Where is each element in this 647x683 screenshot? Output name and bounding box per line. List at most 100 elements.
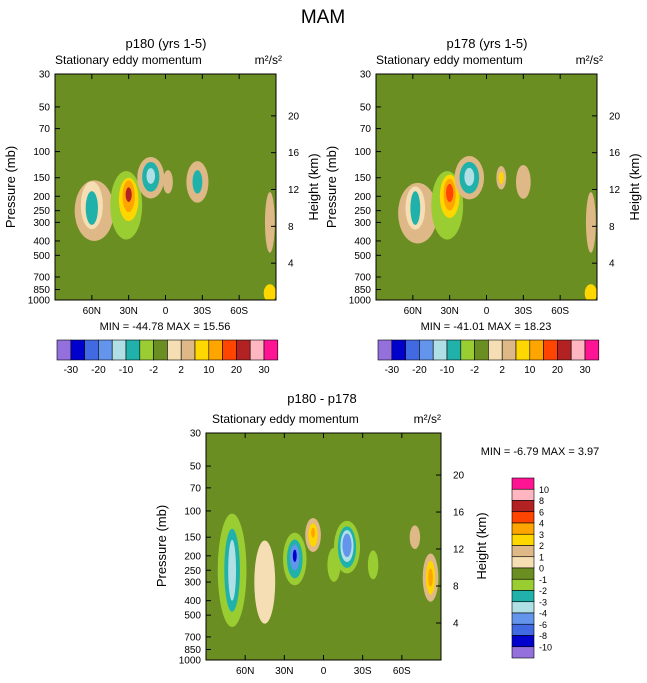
colorbar-swatch [511, 533, 535, 546]
contour-region [264, 192, 275, 253]
colorbar-label: -2 [539, 586, 547, 596]
min-max-text: MIN = -44.78 MAX = 15.56 [100, 321, 231, 333]
x-tick-label: 30S [514, 306, 532, 317]
x-tick-label: 30S [354, 666, 372, 677]
panel-subtitle: Stationary eddy momentum [55, 53, 202, 67]
x-tick-label: 30S [193, 306, 211, 317]
colorbar-swatch [98, 339, 113, 361]
colorbar-label: 20 [552, 365, 564, 376]
contour-field [206, 433, 441, 660]
y-tick-label: 30 [39, 70, 51, 81]
colorbar-swatch [570, 339, 586, 361]
x-tick-label: 30N [440, 306, 458, 317]
height-axis-label: Height (km) [474, 512, 489, 579]
colorbar: -30 -20 -10 -2 2 10 20 30 [377, 339, 600, 376]
contour-region [584, 284, 597, 300]
y-tick-label: 300 [184, 578, 201, 589]
y-tick-label: 500 [354, 251, 371, 262]
colorbar-swatch [194, 339, 210, 361]
colorbar-label: -20 [412, 365, 427, 376]
colorbar-swatch [125, 339, 141, 361]
colorbar-swatch [419, 339, 434, 361]
y-tick-label: 500 [184, 611, 201, 622]
colorbar-swatch [511, 623, 535, 636]
colorbar-label: -3 [539, 597, 547, 607]
colorbar-swatch [432, 339, 448, 361]
x-tick-label: 30N [275, 666, 293, 677]
y-tick-label: 400 [184, 596, 201, 607]
units-label: m²/s² [414, 412, 441, 426]
y-tick-label: 30 [360, 70, 372, 81]
contour-region [85, 191, 98, 225]
y-tick-label: 850 [33, 285, 50, 296]
colorbar-swatch [446, 339, 462, 361]
colorbar-swatch [377, 339, 393, 361]
colorbar-swatch [511, 545, 535, 558]
colorbar-label: -20 [91, 365, 106, 376]
colorbar-swatch [153, 339, 168, 361]
colorbar-label: 10 [539, 485, 549, 495]
y-tick-label: 50 [39, 102, 51, 113]
panel-p178: p178 (yrs 1-5) Stationary eddy momentum … [324, 36, 642, 376]
y-tick-label: 100 [33, 147, 50, 158]
colorbar-swatch [501, 339, 517, 361]
height-tick-label: 4 [609, 259, 615, 270]
height-tick-label: 12 [288, 185, 300, 196]
y-tick-label: 150 [184, 533, 201, 544]
height-tick-label: 8 [288, 222, 294, 233]
contour-region [125, 187, 132, 202]
colorbar-swatch [511, 578, 535, 591]
colorbar-swatch [511, 500, 535, 513]
colorbar-swatch [180, 339, 196, 361]
y-tick-label: 250 [354, 206, 371, 217]
colorbar-swatch [515, 339, 531, 361]
colorbar-label: 30 [258, 365, 270, 376]
contour-region [263, 284, 276, 300]
y-tick-label: 850 [354, 285, 371, 296]
x-tick-label: 60S [551, 306, 569, 317]
colorbar-swatch [543, 339, 558, 361]
colorbar-label: 20 [231, 365, 243, 376]
colorbar-swatch [263, 339, 279, 361]
colorbar-label: 30 [579, 365, 591, 376]
colorbar-swatch [70, 339, 85, 361]
height-tick-label: 16 [288, 148, 300, 159]
contour-region [428, 568, 433, 587]
colorbar-label: -4 [539, 609, 547, 619]
colorbar-swatch [511, 488, 535, 501]
y-tick-label: 1000 [28, 296, 51, 307]
panel-p180: p180 (yrs 1-5) Stationary eddy momentum … [3, 36, 321, 376]
height-tick-label: 8 [609, 222, 615, 233]
y-tick-label: 150 [33, 173, 50, 184]
contour-region [228, 539, 237, 601]
y-tick-label: 500 [33, 251, 50, 262]
y-axis-label: Pressure (mb) [324, 146, 339, 228]
colorbar-swatch [511, 635, 535, 648]
contour-region [367, 550, 379, 580]
colorbar-label: -8 [539, 631, 547, 641]
panel-title: p180 - p178 [287, 391, 356, 406]
contour-field [55, 74, 276, 300]
contour-region [445, 183, 454, 202]
colorbar: -30 -20 -10 -2 2 10 20 30 [56, 339, 279, 376]
x-tick-label: 60S [393, 666, 411, 677]
y-tick-label: 700 [33, 273, 50, 284]
colorbar-label: 4 [539, 519, 544, 529]
y-tick-label: 250 [33, 206, 50, 217]
y-tick-label: 50 [360, 102, 372, 113]
height-tick-label: 20 [609, 111, 621, 122]
colorbar-swatch [236, 339, 251, 361]
colorbar-label: -1 [539, 575, 547, 585]
y-tick-label: 150 [354, 173, 371, 184]
height-axis-label: Height (km) [306, 153, 321, 220]
y-tick-label: 70 [39, 124, 51, 135]
height-axis-label: Height (km) [627, 153, 642, 220]
y-tick-label: 200 [354, 192, 371, 203]
colorbar-swatch [511, 522, 535, 535]
colorbar-swatch [460, 339, 475, 361]
colorbar-swatch [529, 339, 544, 361]
x-tick-label: 60N [236, 666, 254, 677]
